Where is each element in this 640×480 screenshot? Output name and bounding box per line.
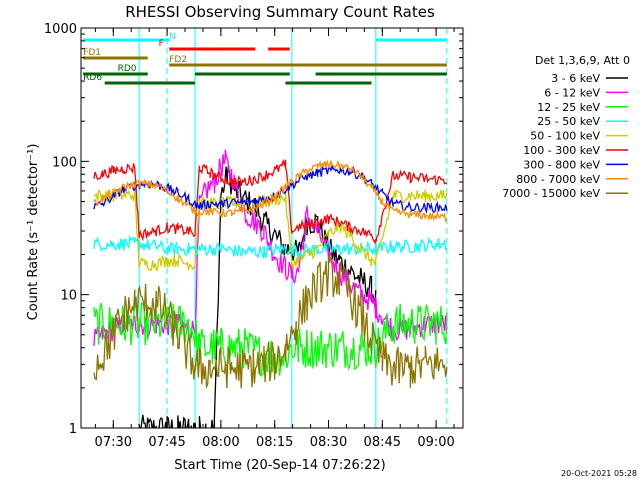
series-line	[93, 234, 448, 259]
x-tick-label: 08:45	[364, 435, 401, 450]
timestamp: 20-Oct-2021 05:28	[561, 469, 637, 478]
x-tick-label: 08:30	[310, 435, 347, 450]
legend-label: 7000 - 15000 keV	[502, 187, 600, 200]
legend-label: 800 - 7000 keV	[516, 173, 600, 186]
y-tick-label: 1	[69, 422, 77, 437]
y-tick-label: 100	[52, 155, 77, 170]
legend-label: 50 - 100 keV	[530, 130, 600, 143]
x-axis-label: Start Time (20-Sep-14 07:26:22)	[174, 458, 385, 473]
plot-frame	[80, 27, 464, 429]
legend-label: 100 - 300 keV	[523, 144, 600, 157]
legend-label: 6 - 12 keV	[544, 86, 600, 99]
series-line	[93, 163, 448, 214]
legend-label: 25 - 50 keV	[537, 115, 600, 128]
y-tick-label: 1000	[44, 22, 77, 37]
plot-area: NF FD1 FD2 RD0 RD6	[83, 28, 448, 428]
series-line	[93, 158, 448, 245]
legend-label: 12 - 25 keV	[537, 101, 600, 114]
x-tick-label: 08:15	[256, 435, 293, 450]
x-tick-label: 07:45	[148, 435, 185, 450]
legend-header: Det 1,3,6,9, Att 0	[535, 54, 630, 67]
chart-title: RHESSI Observing Summary Count Rates	[125, 3, 435, 21]
x-tick-label: 08:00	[202, 435, 239, 450]
legend-label: 3 - 6 keV	[551, 72, 600, 85]
series-line	[93, 255, 448, 390]
y-axis-label: Count Rate (s⁻¹ detector⁻¹)	[26, 144, 41, 321]
status-label: RD0	[118, 64, 137, 74]
x-tick-label: 09:00	[417, 435, 454, 450]
x-tick-label: 07:30	[95, 435, 132, 450]
status-label: FD1	[83, 48, 101, 58]
series-line	[93, 159, 448, 223]
status-label: N	[169, 32, 176, 42]
axes: 1 10 100 1000 07:30 07:45 08:00 08:15 08:30 08:45…	[44, 22, 464, 450]
y-tick-label: 10	[60, 289, 77, 304]
status-label: RD6	[83, 73, 102, 83]
status-label: FD2	[169, 55, 187, 65]
legend-label: 300 - 800 keV	[523, 158, 600, 171]
data-region	[93, 28, 448, 428]
status-label: F	[159, 39, 164, 49]
